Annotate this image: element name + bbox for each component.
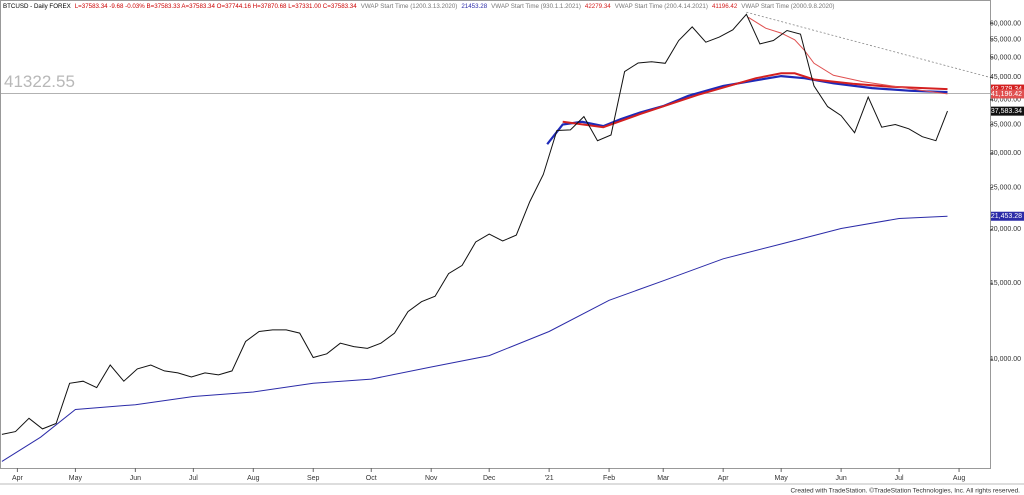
y-tick-label: 35,000.00 [990, 121, 1021, 128]
y-tick-label: 55,000.00 [990, 37, 1021, 44]
series-line [748, 16, 948, 95]
x-tick-label: Dec [483, 475, 496, 482]
y-tick-label: 30,000.00 [990, 150, 1021, 157]
price-box-label: 41,196.42 [991, 91, 1022, 98]
x-tick-label: Mar [657, 475, 670, 482]
y-tick-label: 50,000.00 [990, 54, 1021, 61]
y-tick-label: 20,000.00 [990, 226, 1021, 233]
level-label: 41322.55 [4, 72, 75, 91]
y-tick-label: 15,000.00 [990, 280, 1021, 287]
footer: Created with TradeStation. ©TradeStation… [790, 487, 1020, 495]
series-line [546, 74, 948, 145]
x-tick-label: Jul [895, 475, 904, 482]
price-box [991, 211, 1024, 221]
series-line [562, 72, 948, 129]
header-item: BTCUSD - Daily FOREX [3, 3, 71, 10]
header-item: VWAP Start Time (200.4.14.2021) [615, 3, 708, 10]
price-box-label: 37,583.34 [991, 108, 1022, 115]
header-item: L=37583.34 -9.68 -0.03% B=37583.33 A=375… [75, 3, 358, 10]
header-item: VWAP Start Time (1200.3.13.2020) [361, 3, 458, 10]
x-tick-label: Aug [247, 475, 260, 482]
x-tick-label: Feb [603, 475, 615, 482]
price-box-label: 21,453.28 [991, 213, 1022, 220]
header-item: 21453.28 [461, 3, 487, 10]
plot-frame [0, 0, 991, 469]
x-tick-label: Jul [189, 475, 198, 482]
price-box-label: 42,279.34 [991, 86, 1022, 93]
series-line [1, 13, 948, 435]
x-tick-label: Jun [130, 475, 141, 482]
x-tick-label: Oct [366, 475, 377, 482]
x-tick-label: Apr [12, 475, 24, 482]
header-item: 41196.42 [712, 3, 738, 10]
x-tick-label: Aug [953, 475, 966, 482]
header-item: VWAP Start Time (2000.9.8.2020) [741, 3, 834, 10]
y-tick-label: 25,000.00 [990, 184, 1021, 191]
price-box [991, 106, 1024, 116]
header-item: VWAP Start Time (930.1.1.2021) [491, 3, 581, 10]
x-tick-label: Nov [425, 475, 438, 482]
x-tick-label: '21 [545, 475, 554, 482]
y-tick-label: 40,000.00 [990, 96, 1021, 103]
y-tick-label: 10,000.00 [990, 356, 1021, 363]
header-item: 42279.34 [585, 3, 611, 10]
header: BTCUSD - Daily FOREX L=37583.34 -9.68 -0.… [3, 3, 835, 10]
y-tick-label: 45,000.00 [990, 74, 1021, 81]
x-tick-label: May [69, 475, 83, 482]
x-tick-label: Sep [307, 475, 320, 482]
x-tick-label: Jun [835, 475, 846, 482]
price-box [991, 89, 1024, 99]
x-tick-label: Apr [718, 475, 730, 482]
y-tick-label: 60,000.00 [990, 20, 1021, 27]
price-box [991, 84, 1024, 94]
series-line [1, 215, 948, 462]
x-tick-label: May [775, 475, 789, 482]
